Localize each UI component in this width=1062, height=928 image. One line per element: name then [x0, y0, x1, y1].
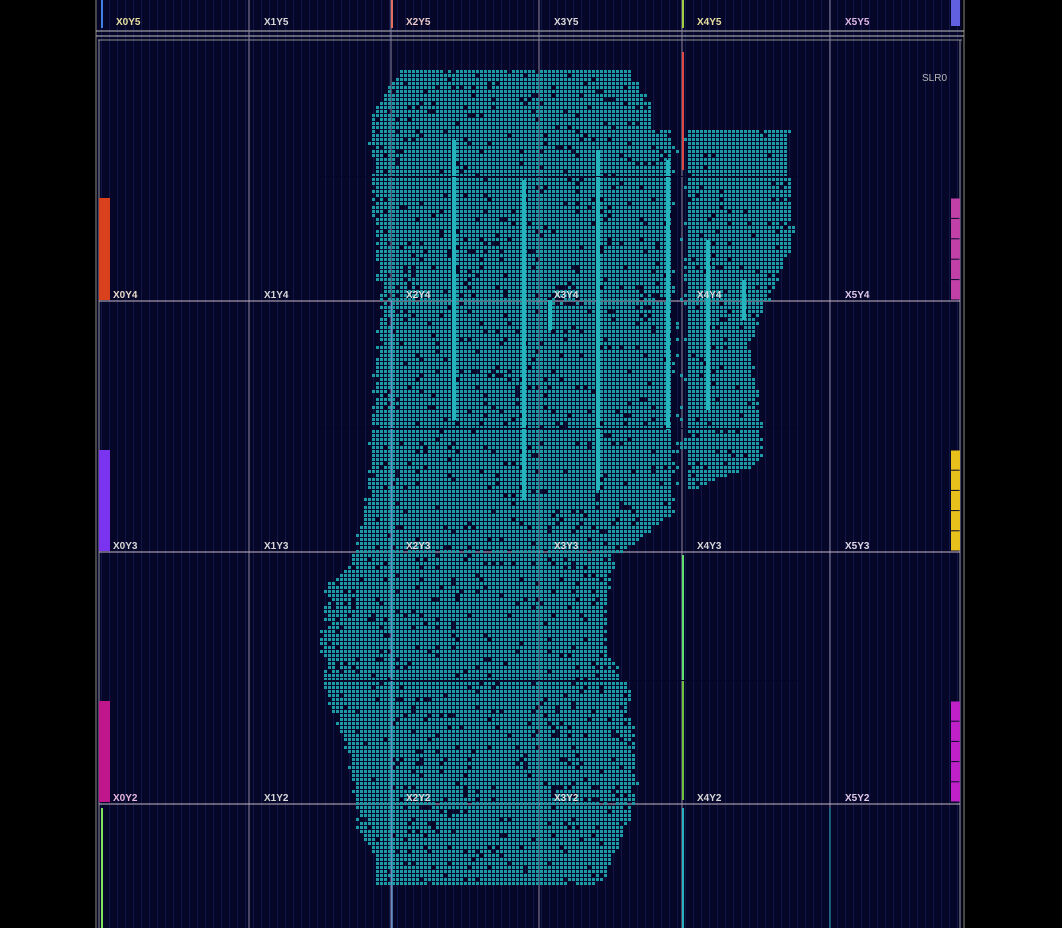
clock-region-label-x2y4: X2Y4: [406, 290, 431, 301]
carry-chain: [522, 180, 526, 500]
clock-region-label-x0y4: X0Y4: [113, 290, 138, 301]
clock-region-label-x4y4: X4Y4: [697, 290, 722, 301]
clock-region-label-x4y5: X4Y5: [697, 17, 722, 28]
clock-region-label-x0y2: X0Y2: [113, 793, 138, 804]
clock-region-label-x3y3: X3Y3: [554, 541, 579, 552]
placed-cells: [320, 70, 795, 885]
row-gap: [320, 176, 800, 177]
clock-region-label-x5y2: X5Y2: [845, 793, 870, 804]
io-bank-right: [951, 0, 960, 26]
carry-chain: [706, 240, 710, 410]
clock-region-label-x4y3: X4Y3: [697, 541, 722, 552]
clock-region-label-x1y2: X1Y2: [264, 793, 289, 804]
row-gap: [320, 428, 800, 429]
io-bank-left: [99, 450, 110, 551]
clock-region-label-x3y2: X3Y2: [554, 793, 579, 804]
clock-region-label-x1y3: X1Y3: [264, 541, 289, 552]
clock-region-label-x2y5: X2Y5: [406, 17, 431, 28]
clock-region-label-x0y5: X0Y5: [116, 17, 141, 28]
clock-region-label-x2y3: X2Y3: [406, 541, 431, 552]
io-bank-left: [99, 701, 110, 802]
row-gap: [320, 680, 800, 681]
clock-region-label-x4y2: X4Y2: [697, 793, 722, 804]
carry-chain: [548, 300, 552, 330]
slr-label: SLR0: [922, 73, 948, 84]
carry-chain: [452, 140, 456, 420]
io-bank-right: [951, 198, 960, 300]
io-bank-right: [951, 450, 960, 551]
clock-region-label-x1y4: X1Y4: [264, 290, 289, 301]
clock-region-label-x5y5: X5Y5: [845, 17, 870, 28]
clock-region-label-x5y3: X5Y3: [845, 541, 870, 552]
carry-chain: [666, 160, 670, 430]
clock-region-label-x3y4: X3Y4: [554, 290, 579, 301]
clock-region-label-x1y5: X1Y5: [264, 17, 289, 28]
carry-chain: [742, 280, 746, 320]
clock-region-label-x2y2: X2Y2: [406, 793, 431, 804]
carry-chain: [596, 150, 600, 490]
io-bank-left: [99, 198, 110, 300]
io-bank-right: [951, 701, 960, 802]
clock-region-label-x0y3: X0Y3: [113, 541, 138, 552]
clock-region-label-x3y5: X3Y5: [554, 17, 579, 28]
clock-region-label-x5y4: X5Y4: [845, 290, 870, 301]
